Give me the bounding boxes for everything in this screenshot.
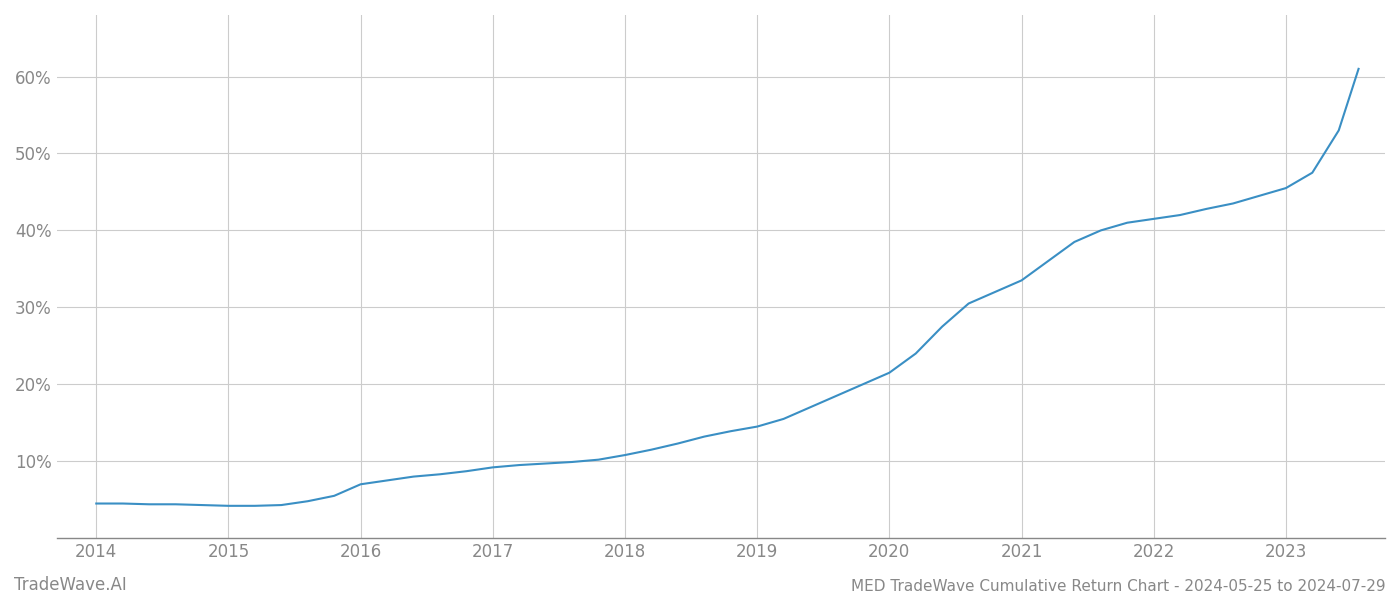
Text: TradeWave.AI: TradeWave.AI [14,576,127,594]
Text: MED TradeWave Cumulative Return Chart - 2024-05-25 to 2024-07-29: MED TradeWave Cumulative Return Chart - … [851,579,1386,594]
